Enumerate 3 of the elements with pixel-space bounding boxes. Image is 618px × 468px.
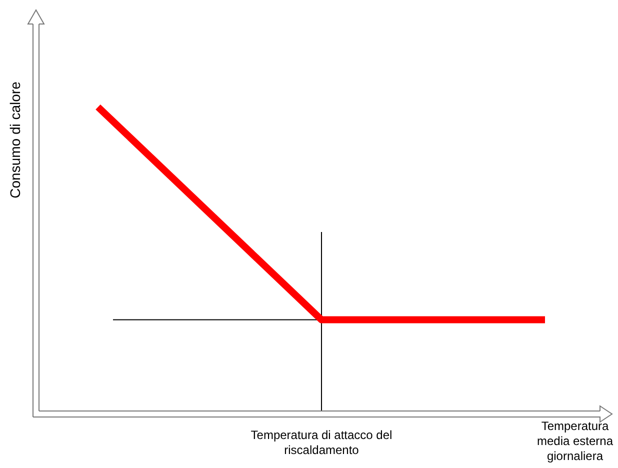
y-axis-title: Consumo di calore xyxy=(7,81,23,198)
text: Temperatura di attacco del riscaldamento xyxy=(250,428,392,457)
x-axis-title: Temperatura media esterna giornaliera xyxy=(536,419,614,463)
